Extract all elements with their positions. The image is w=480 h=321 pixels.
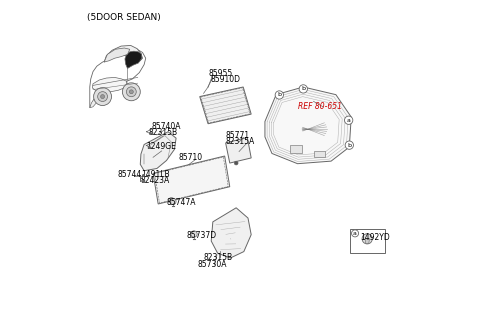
Polygon shape [200, 87, 251, 124]
Text: b: b [277, 92, 281, 98]
Circle shape [299, 85, 307, 93]
Polygon shape [104, 48, 130, 62]
Text: 85710: 85710 [179, 153, 203, 162]
Polygon shape [265, 87, 351, 164]
Text: 85910D: 85910D [211, 75, 240, 84]
Circle shape [351, 230, 359, 237]
Polygon shape [104, 46, 143, 62]
Text: a: a [347, 118, 350, 123]
Text: 82315B: 82315B [203, 253, 232, 262]
Circle shape [345, 141, 353, 149]
Circle shape [234, 161, 238, 165]
Text: 85740A: 85740A [151, 122, 180, 131]
Polygon shape [226, 137, 251, 163]
Polygon shape [92, 77, 128, 92]
Circle shape [122, 83, 140, 101]
Text: (5DOOR SEDAN): (5DOOR SEDAN) [87, 13, 161, 22]
Text: 85747A: 85747A [167, 198, 196, 207]
Circle shape [126, 87, 136, 97]
Text: 82423A: 82423A [141, 177, 170, 186]
Circle shape [97, 92, 108, 101]
Polygon shape [140, 132, 176, 171]
Text: b: b [301, 86, 305, 91]
Circle shape [94, 88, 111, 106]
Polygon shape [125, 51, 142, 68]
Text: 1249GE: 1249GE [147, 142, 177, 151]
Text: 82315B: 82315B [148, 128, 178, 137]
Bar [313, 151, 324, 157]
Text: 85737D: 85737D [187, 231, 217, 240]
Circle shape [191, 231, 197, 237]
Polygon shape [90, 49, 146, 108]
Polygon shape [90, 94, 103, 108]
Circle shape [275, 91, 284, 99]
Circle shape [130, 90, 133, 94]
Ellipse shape [229, 146, 244, 158]
Circle shape [345, 116, 353, 124]
Text: 85771: 85771 [226, 131, 250, 140]
Circle shape [101, 95, 105, 99]
Text: 85730A: 85730A [198, 260, 228, 269]
Text: REF 80-651: REF 80-651 [298, 102, 342, 111]
Polygon shape [211, 208, 251, 258]
Text: 85744: 85744 [118, 170, 142, 179]
Polygon shape [365, 239, 370, 243]
Circle shape [362, 234, 372, 244]
Text: 85955: 85955 [208, 69, 232, 78]
Text: a: a [353, 231, 357, 236]
Ellipse shape [151, 146, 166, 162]
Polygon shape [153, 156, 230, 204]
Text: 1492YD: 1492YD [360, 233, 390, 242]
Text: 1491LB: 1491LB [141, 170, 169, 179]
Text: b: b [348, 143, 351, 148]
Bar [289, 144, 302, 152]
Text: 82315A: 82315A [226, 137, 255, 146]
Circle shape [170, 198, 176, 204]
FancyBboxPatch shape [349, 229, 385, 253]
